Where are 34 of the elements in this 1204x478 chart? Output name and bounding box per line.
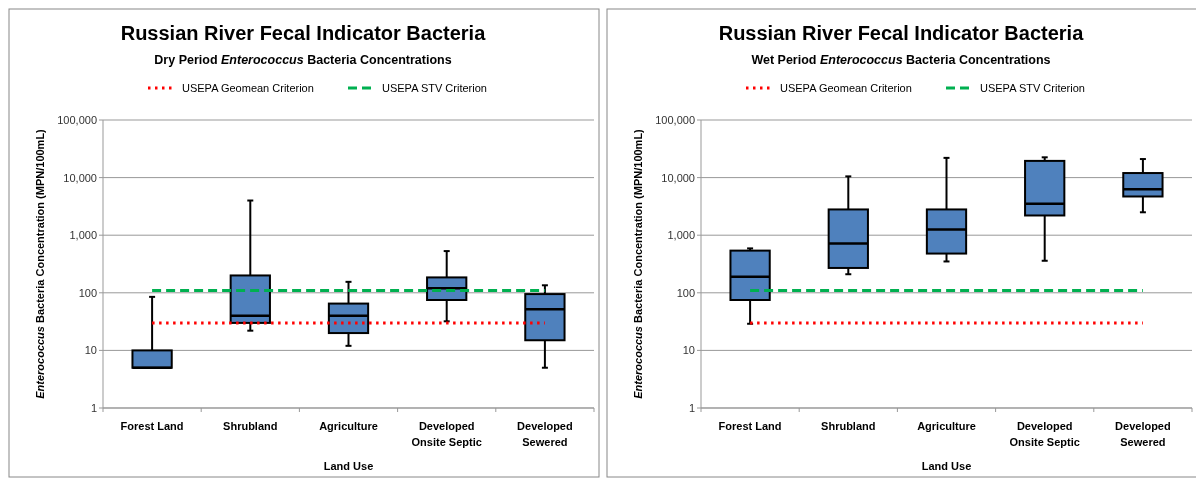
y-tick-label: 100,000 <box>57 114 97 126</box>
y-tick-label: 1 <box>688 402 695 414</box>
x-tick-label: Developed Sewered <box>517 420 573 448</box>
y-tick-label: 100 <box>676 286 695 299</box>
x-tick-label: Developed Onsite Septic <box>1009 420 1080 448</box>
legend-label: USEPA Geomean Criterion <box>780 82 912 94</box>
y-tick-label: 1,000 <box>667 229 695 242</box>
y-tick-label: 100 <box>78 286 97 299</box>
chart-title: Russian River Fecal Indicator Bacteria <box>718 22 1085 44</box>
x-tick-label: Forest Land <box>120 420 184 432</box>
x-tick-label: Developed Onsite Septic <box>411 420 482 448</box>
x-tick-label: Shrubland <box>821 420 876 432</box>
y-tick-label: 10 <box>84 344 97 357</box>
x-tick-label: Developed Sewered <box>1115 420 1171 448</box>
y-tick-label: 10 <box>682 344 695 357</box>
y-axis-title: Enterococcus Bacteria Concentration (MPN/100mL) <box>34 128 46 399</box>
y-axis-title: Enterococcus Bacteria Concentration (MPN/100mL) <box>632 128 644 399</box>
chart-subtitle: Dry Period Enterococcus Bacteria Concentrations <box>154 53 452 67</box>
x-axis-title: Land Use <box>921 460 972 472</box>
y-tick-label: 10,000 <box>661 171 695 184</box>
y-tick-label: 100,000 <box>655 114 695 126</box>
legend-label: USEPA Geomean Criterion <box>182 82 314 94</box>
x-tick-label: Agriculture <box>917 420 976 432</box>
chart-subtitle: Wet Period Enterococcus Bacteria Concentrations <box>751 53 1051 67</box>
chart-title: Russian River Fecal Indicator Bacteria <box>120 22 487 44</box>
y-tick-label: 10,000 <box>63 171 97 184</box>
legend-label: USEPA STV Criterion <box>382 82 487 94</box>
x-tick-label: Agriculture <box>319 420 378 432</box>
y-tick-label: 1,000 <box>69 229 97 242</box>
x-tick-label: Forest Land <box>718 420 782 432</box>
legend-label: USEPA STV Criterion <box>980 82 1085 94</box>
x-axis-title: Land Use <box>323 460 374 472</box>
x-tick-label: Shrubland <box>223 420 278 432</box>
y-tick-label: 1 <box>90 402 97 414</box>
